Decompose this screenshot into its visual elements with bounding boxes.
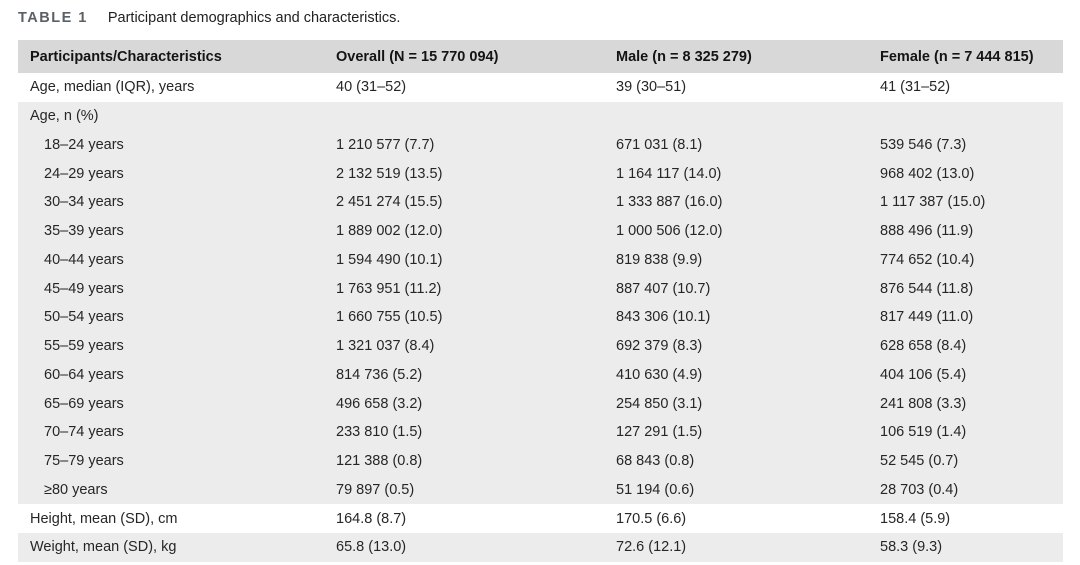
cell-value: [324, 101, 604, 131]
table-row: 40–44 years 1 594 490 (10.1) 819 838 (9.9)…: [18, 245, 1063, 275]
table-row: Age, median (IQR), years 40 (31–52) 39 (30…: [18, 73, 1063, 102]
cell-value: 1 333 887 (16.0): [604, 188, 868, 217]
table-body: Age, median (IQR), years 40 (31–52) 39 (30…: [18, 73, 1063, 562]
row-label: ≥80 years: [18, 475, 324, 505]
row-label: Weight, mean (SD), kg: [18, 533, 324, 562]
header-row: Participants/Characteristics Overall (N =…: [18, 40, 1063, 73]
cell-value: 819 838 (9.9): [604, 245, 868, 275]
table-row: 75–79 years 121 388 (0.8) 68 843 (0.8) 52 5…: [18, 446, 1063, 476]
table-row: ≥80 years 79 897 (0.5) 51 194 (0.6) 28 703 …: [18, 475, 1063, 505]
cell-value: 72.6 (12.1): [604, 533, 868, 562]
cell-value: 41 (31–52): [868, 73, 1063, 102]
cell-value: 241 808 (3.3): [868, 389, 1063, 418]
cell-value: 1 164 117 (14.0): [604, 159, 868, 188]
cell-value: 40 (31–52): [324, 73, 604, 102]
row-label: 30–34 years: [18, 188, 324, 217]
cell-value: 817 449 (11.0): [868, 303, 1063, 332]
table-row: Weight, mean (SD), kg 65.8 (13.0) 72.6 (12…: [18, 533, 1063, 562]
table-row: 18–24 years 1 210 577 (7.7) 671 031 (8.1) 5…: [18, 130, 1063, 160]
cell-value: 404 106 (5.4): [868, 360, 1063, 390]
cell-value: 539 546 (7.3): [868, 130, 1063, 160]
column-header: Male (n = 8 325 279): [604, 40, 868, 73]
cell-value: 887 407 (10.7): [604, 274, 868, 303]
row-label: 50–54 years: [18, 303, 324, 332]
cell-value: 888 496 (11.9): [868, 216, 1063, 246]
table-caption-row: TABLE 1 Participant demographics and char…: [18, 8, 1063, 28]
cell-value: 68 843 (0.8): [604, 446, 868, 476]
cell-value: 496 658 (3.2): [324, 389, 604, 418]
cell-value: 628 658 (8.4): [868, 331, 1063, 361]
cell-value: 1 210 577 (7.7): [324, 130, 604, 160]
cell-value: 164.8 (8.7): [324, 504, 604, 533]
cell-value: 52 545 (0.7): [868, 446, 1063, 476]
row-label: Age, median (IQR), years: [18, 73, 324, 102]
table-row: 55–59 years 1 321 037 (8.4) 692 379 (8.3) 6…: [18, 331, 1063, 361]
cell-value: 1 763 951 (11.2): [324, 274, 604, 303]
cell-value: 2 132 519 (13.5): [324, 159, 604, 188]
table-row: Age, n (%): [18, 101, 1063, 131]
cell-value: 876 544 (11.8): [868, 274, 1063, 303]
cell-value: 158.4 (5.9): [868, 504, 1063, 533]
cell-value: 814 736 (5.2): [324, 360, 604, 390]
column-header: Participants/Characteristics: [18, 40, 324, 73]
cell-value: 843 306 (10.1): [604, 303, 868, 332]
table-row: 60–64 years 814 736 (5.2) 410 630 (4.9) 404…: [18, 360, 1063, 390]
cell-value: 233 810 (1.5): [324, 418, 604, 447]
row-label: 18–24 years: [18, 130, 324, 160]
cell-value: 121 388 (0.8): [324, 446, 604, 476]
cell-value: 1 000 506 (12.0): [604, 216, 868, 246]
row-label: 40–44 years: [18, 245, 324, 275]
cell-value: 28 703 (0.4): [868, 475, 1063, 505]
row-label: 60–64 years: [18, 360, 324, 390]
table-row: 30–34 years 2 451 274 (15.5) 1 333 887 (16…: [18, 188, 1063, 217]
row-label: 45–49 years: [18, 274, 324, 303]
demographics-table: Participants/Characteristics Overall (N =…: [18, 40, 1063, 562]
cell-value: 170.5 (6.6): [604, 504, 868, 533]
cell-value: 692 379 (8.3): [604, 331, 868, 361]
table-label: TABLE 1: [18, 10, 88, 26]
cell-value: 65.8 (13.0): [324, 533, 604, 562]
cell-value: 39 (30–51): [604, 73, 868, 102]
cell-value: 1 321 037 (8.4): [324, 331, 604, 361]
cell-value: 1 594 490 (10.1): [324, 245, 604, 275]
row-label: Age, n (%): [18, 101, 324, 131]
cell-value: [868, 101, 1063, 131]
cell-value: 106 519 (1.4): [868, 418, 1063, 447]
row-label: 24–29 years: [18, 159, 324, 188]
cell-value: 2 451 274 (15.5): [324, 188, 604, 217]
row-label: 65–69 years: [18, 389, 324, 418]
cell-value: 1 660 755 (10.5): [324, 303, 604, 332]
cell-value: 79 897 (0.5): [324, 475, 604, 505]
row-label: 70–74 years: [18, 418, 324, 447]
cell-value: 1 889 002 (12.0): [324, 216, 604, 246]
table-row: 65–69 years 496 658 (3.2) 254 850 (3.1) 241…: [18, 389, 1063, 418]
row-label: 35–39 years: [18, 216, 324, 246]
cell-value: 774 652 (10.4): [868, 245, 1063, 275]
cell-value: 51 194 (0.6): [604, 475, 868, 505]
cell-value: 127 291 (1.5): [604, 418, 868, 447]
cell-value: [604, 101, 868, 131]
cell-value: 410 630 (4.9): [604, 360, 868, 390]
cell-value: 968 402 (13.0): [868, 159, 1063, 188]
cell-value: 254 850 (3.1): [604, 389, 868, 418]
column-header: Female (n = 7 444 815): [868, 40, 1063, 73]
row-label: 55–59 years: [18, 331, 324, 361]
column-header: Overall (N = 15 770 094): [324, 40, 604, 73]
row-label: Height, mean (SD), cm: [18, 504, 324, 533]
table-row: Height, mean (SD), cm 164.8 (8.7) 170.5 (6…: [18, 504, 1063, 533]
table-row: 50–54 years 1 660 755 (10.5) 843 306 (10.1…: [18, 303, 1063, 332]
row-label: 75–79 years: [18, 446, 324, 476]
table-row: 24–29 years 2 132 519 (13.5) 1 164 117 (14…: [18, 159, 1063, 188]
table-row: 70–74 years 233 810 (1.5) 127 291 (1.5) 106…: [18, 418, 1063, 447]
table-caption: Participant demographics and characteris…: [107, 10, 401, 26]
cell-value: 1 117 387 (15.0): [868, 188, 1063, 217]
cell-value: 671 031 (8.1): [604, 130, 868, 160]
table-row: 45–49 years 1 763 951 (11.2) 887 407 (10.7…: [18, 274, 1063, 303]
cell-value: 58.3 (9.3): [868, 533, 1063, 562]
table-row: 35–39 years 1 889 002 (12.0) 1 000 506 (12…: [18, 216, 1063, 246]
